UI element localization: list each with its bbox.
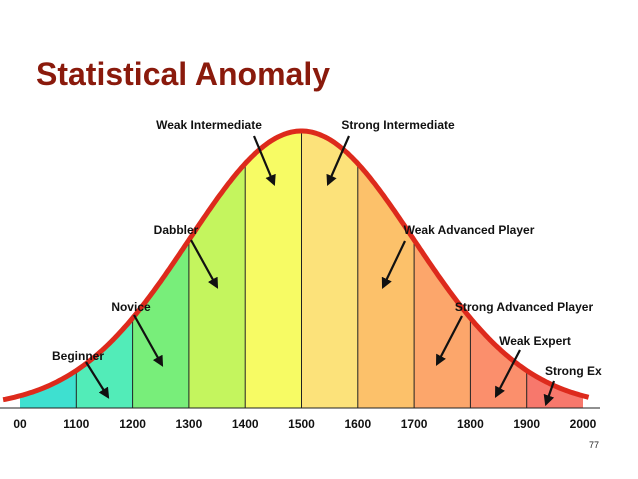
annotation-label: Strong Advanced Player [455,300,594,314]
bands-layer [20,131,583,408]
band-2 [132,240,189,408]
band-1 [76,318,133,408]
arrows-layer [85,135,556,407]
annotation-arrow [190,239,219,289]
labels-layer: Beginner Novice Dabbler Weak Intermediate St… [52,118,602,378]
ticks-layer: 00 1100 1200 1300 1400 1500 1600 1700 1800 1900 20… [13,417,596,431]
annotation-label: Weak Advanced Player [404,223,535,237]
annotation-label: Weak Intermediate [156,118,262,132]
annotation-label: Novice [111,300,151,314]
annotation-label: Strong Ex [545,364,602,378]
annotation-arrow [543,380,556,407]
page-number: 77 [589,440,600,450]
x-tick-label: 00 [13,417,27,431]
annotation-label: Weak Expert [499,334,571,348]
x-tick-label: 1800 [457,417,484,431]
dividers-layer [75,131,528,408]
band-4 [245,131,302,408]
band-8 [470,318,527,408]
annotation-label: Dabbler [154,223,199,237]
x-tick-label: 1500 [288,417,315,431]
x-tick-label: 1600 [344,417,371,431]
x-tick-label: 1900 [513,417,540,431]
x-tick-label: 1200 [119,417,146,431]
annotation-arrow [494,349,521,398]
annotation-arrow [85,361,110,399]
slide-title: Statistical Anomaly [36,56,331,92]
annotation-label: Strong Intermediate [341,118,455,132]
band-5 [301,131,358,408]
band-7 [414,240,471,408]
x-tick-label: 1700 [401,417,428,431]
curve-layer [0,128,600,409]
annotation-arrow [326,135,351,187]
annotation-arrow [381,240,406,289]
annotation-arrow [252,135,276,187]
annotation-arrow [133,314,164,367]
x-tick-label: 1100 [63,417,89,431]
bell-curve-line [2,128,590,403]
x-tick-label: 2000 [570,417,597,431]
x-tick-label: 1300 [176,417,203,431]
annotation-label: Beginner [52,349,104,363]
annotation-arrow [435,315,463,366]
x-tick-label: 1400 [232,417,259,431]
